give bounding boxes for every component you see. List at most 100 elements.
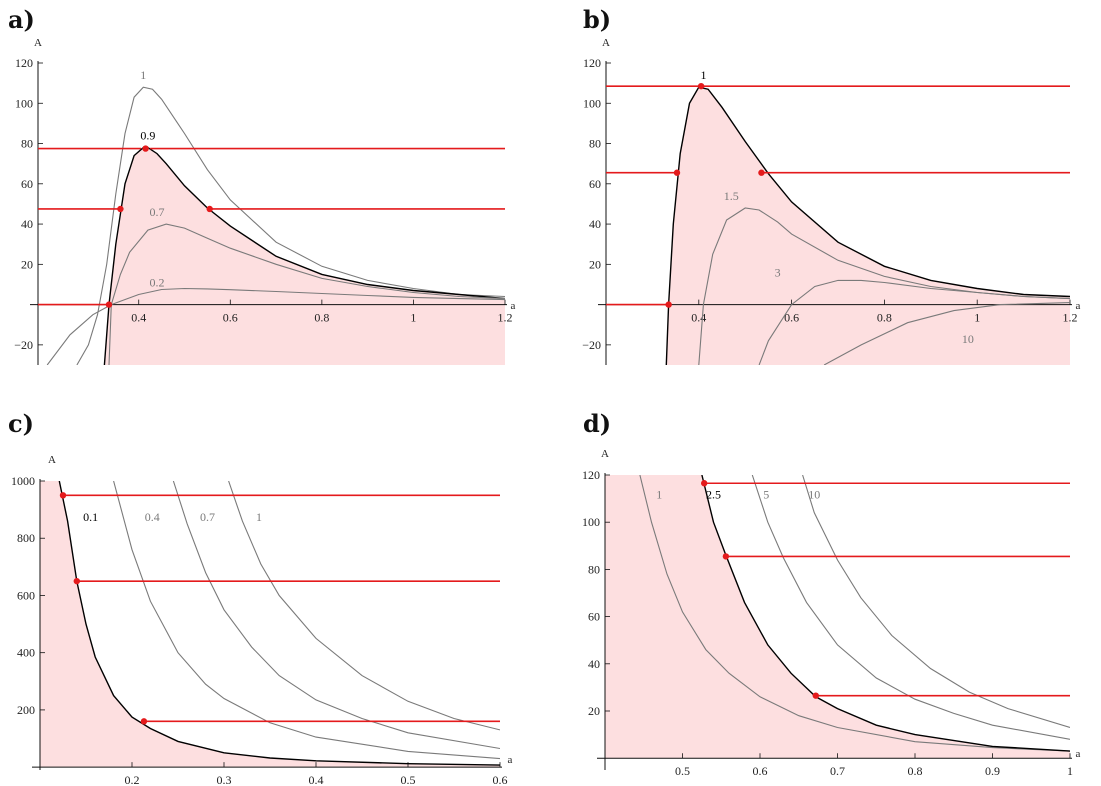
y-tick-label: 100 [583,96,601,110]
y-tick-label: −20 [14,338,33,352]
panel-label: d) [583,409,611,438]
y-axis-title: A [601,448,609,460]
curve-label: 1 [656,488,662,502]
y-tick-label: 60 [589,177,601,191]
series-line-5 [751,475,1070,740]
curve-label: 0.7 [150,205,165,219]
intersection-point [665,301,672,308]
panel-label: a) [8,5,35,34]
y-tick-label: 80 [588,562,600,576]
y-tick-label: 120 [15,56,33,70]
shaded-region [666,87,1070,365]
y-tick-label: 120 [582,468,600,482]
shaded-region [104,147,505,365]
y-axis-title: A [48,454,56,466]
chart-panel-3: 0.2 0.3 0.4 0.5 0.6 200 400 600 800 1000 Aa c) 0.1 0.… [8,409,513,786]
x-tick-label: 0.6 [493,773,508,786]
y-tick-label: 600 [17,588,35,602]
x-tick-label: 0.6 [223,311,238,325]
curve-label: 10 [962,332,974,346]
x-tick-label: 1 [1067,764,1073,778]
intersection-point [142,145,149,152]
intersection-point [701,480,708,487]
y-tick-label: 200 [17,703,35,717]
series-line-10 [802,475,1070,729]
curve-label: 10 [808,488,820,502]
curve-label: 0.9 [140,129,155,143]
series-line-1 [228,481,500,731]
series-line-0-9 [103,146,505,365]
series-line-10 [823,302,1070,365]
series-line-0-7 [108,223,505,365]
series-line-2-5 [701,475,1070,752]
curve-label: 3 [775,265,781,279]
intersection-point [722,553,730,560]
x-tick-label: 0.8 [314,311,329,325]
x-tick-label: 0.9 [985,764,1000,778]
curve-label: 1 [256,510,262,524]
y-tick-label: −20 [582,338,601,352]
x-tick-label: 0.2 [125,773,140,786]
x-tick-label: 0.4 [691,311,706,325]
shaded-region [605,475,1070,759]
y-tick-label: 20 [588,704,600,718]
y-tick-label: 20 [589,257,601,271]
x-tick-label: 0.4 [309,773,324,786]
y-tick-label: 1000 [11,474,35,488]
intersection-point [117,205,124,213]
y-tick-label: 40 [21,217,33,231]
y-axis-title: A [34,37,42,49]
x-tick-label: 0.6 [753,764,768,778]
intersection-point [59,492,67,499]
y-tick-label: 100 [582,515,600,529]
y-tick-label: 800 [17,531,35,545]
x-tick-label: 1.2 [498,311,513,325]
x-tick-label: 0.5 [675,764,690,778]
intersection-point [140,718,148,725]
x-axis-title: a [508,754,513,766]
curve-label: 1 [140,68,146,82]
series-line-0-7 [172,481,500,750]
x-tick-label: 1 [974,311,980,325]
curve-label: 0.1 [83,510,98,524]
shaded-region [40,481,500,768]
x-tick-label: 0.7 [830,764,845,778]
x-tick-label: 0.5 [401,773,416,786]
y-tick-label: 40 [588,657,600,671]
y-tick-label: 40 [589,217,601,231]
y-tick-label: 80 [589,137,601,151]
x-axis-title: a [1076,748,1081,760]
x-tick-label: 0.6 [784,311,799,325]
curve-label: 2.5 [706,488,721,502]
y-axis-title: A [602,37,610,49]
series-line-3 [758,279,1070,365]
y-tick-label: 20 [21,257,33,271]
y-tick-label: 100 [15,96,33,110]
x-axis-title: a [1076,300,1081,312]
intersection-point [812,692,819,699]
panel-label: c) [8,409,34,438]
intersection-point [105,301,113,308]
y-tick-label: 80 [21,137,33,151]
series-line-1 [665,86,1070,365]
series-line-1 [639,475,1070,752]
curve-label: 0.2 [150,275,165,289]
intersection-point [73,577,81,585]
x-tick-label: 0.8 [908,764,923,778]
x-axis-title: a [511,300,516,312]
intersection-point [758,169,765,176]
y-tick-label: 120 [583,56,601,70]
series-line-1 [76,86,505,365]
y-tick-label: 400 [17,646,35,660]
x-tick-label: 0.3 [217,773,232,786]
x-tick-label: 0.8 [877,311,892,325]
panel-label: b) [583,5,611,34]
y-tick-label: 60 [588,610,600,624]
curve-label: 1 [700,68,706,82]
intersection-point [206,205,213,213]
x-tick-label: 0.4 [131,311,146,325]
curve-label: 0.7 [200,510,215,524]
